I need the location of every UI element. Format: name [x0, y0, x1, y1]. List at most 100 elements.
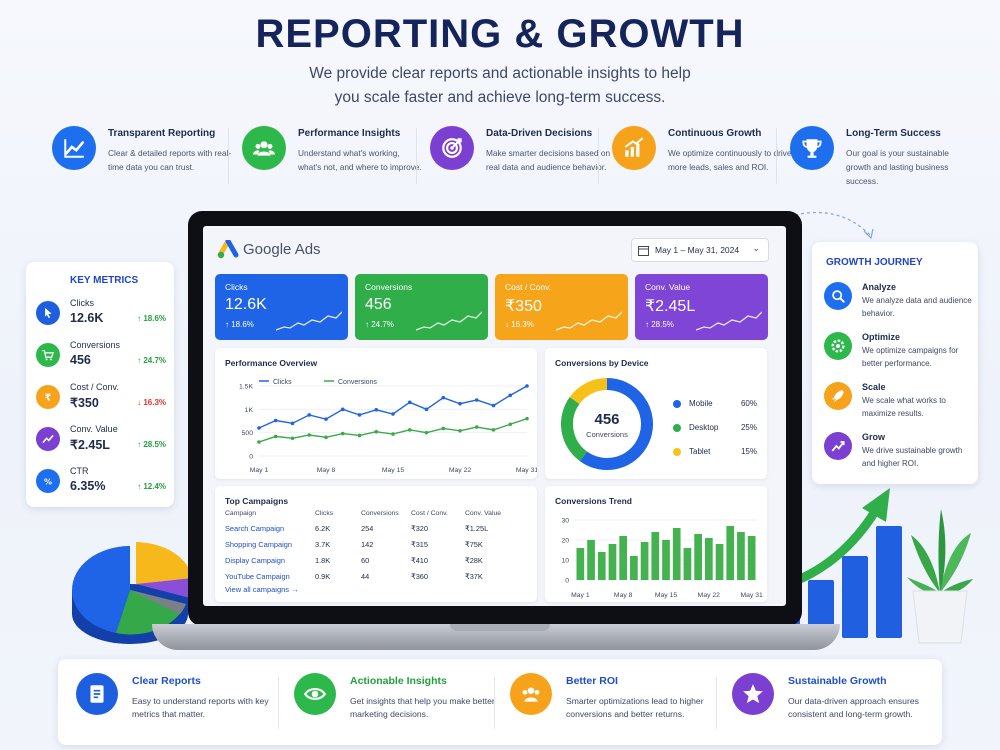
pie-3d-decoration: [71, 542, 193, 644]
benefit-desc: Smarter optimizations lead to higher con…: [566, 696, 704, 719]
metric-card-value: ₹350: [505, 298, 542, 315]
growth-step-desc: We analyze data and audience behavior.: [862, 296, 972, 318]
metric-card[interactable]: Conversions 456 ↑ 24.7%: [355, 274, 488, 340]
key-metrics-card: KEY METRICS Clicks 12.6K ↑ 18.6% Conversion…: [26, 262, 174, 507]
trend-bar: [672, 528, 681, 580]
x-tick-label: May 31: [516, 467, 537, 474]
growth-step: Analyze We analyze data and audience beha…: [824, 282, 974, 328]
key-metric-value: 456: [70, 353, 91, 367]
growth-step-title: Grow: [862, 432, 886, 442]
growth-step-title: Scale: [862, 382, 886, 392]
benefit-item: Sustainable Growth Our data-driven approa…: [732, 673, 942, 737]
key-metric-label: CTR: [70, 466, 89, 476]
device-legend-item: Desktop 25%: [673, 422, 757, 434]
growth-step-icon: [824, 332, 852, 360]
feature-3: Data-Driven Decisions Make smarter decisi…: [430, 126, 615, 188]
view-all-campaigns-link[interactable]: View all campaigns →: [225, 585, 299, 594]
x-tick-label: May 22: [449, 467, 472, 474]
y-tick-label: 500: [242, 430, 254, 437]
table-header-cell: Clicks: [315, 510, 334, 517]
data-point: [441, 395, 446, 400]
metric-sparkline: [416, 311, 482, 331]
campaign-name-link[interactable]: Search Campaign: [225, 524, 285, 533]
performance-line-chart: Clicks Conversions 1.5K 1K 500 0 May 1 May 8 May…: [239, 379, 537, 474]
trend-bar: [608, 544, 617, 580]
table-cell: ₹1.25L: [465, 524, 489, 533]
cart-icon: [42, 349, 54, 361]
data-point: [307, 433, 312, 437]
metric-card[interactable]: Cost / Conv. ₹350 ↓ 16.3%: [495, 274, 628, 340]
chart-icon: [42, 434, 54, 444]
legend-dot: [673, 448, 681, 456]
data-point: [273, 434, 278, 439]
table-cell: 3.7K: [315, 540, 331, 549]
benefit-divider: [494, 677, 495, 729]
key-metric-row: Clicks 12.6K ↑ 18.6%: [34, 298, 166, 336]
data-point: [357, 413, 362, 417]
data-point: [340, 407, 345, 412]
benefit-icon-circle: [510, 673, 552, 715]
legend-dot: [673, 424, 681, 432]
laptop-notch: [450, 624, 550, 631]
campaign-name-link[interactable]: Shopping Campaign: [225, 540, 292, 549]
data-point: [491, 403, 496, 408]
feature-4: Continuous Growth We optimize continuousl…: [612, 126, 797, 188]
growth-step-desc: We optimize campaigns for better perform…: [862, 346, 959, 368]
device-label: Desktop: [689, 423, 719, 432]
growth-step-icon: [824, 282, 852, 310]
metric-card-change: ↑ 18.6%: [225, 320, 254, 329]
table-cell: 60: [361, 556, 370, 565]
campaign-name-link[interactable]: Display Campaign: [225, 556, 285, 565]
data-point: [458, 401, 462, 406]
growth-journey-card: GROWTH JOURNEY Analyze We analyze data an…: [812, 242, 978, 484]
data-point: [257, 440, 261, 444]
table-header-cell: Conversions: [361, 510, 399, 517]
key-metric-value: 6.35%: [70, 479, 106, 493]
table-cell: 142: [361, 540, 374, 549]
table-cell: ₹315: [411, 540, 429, 549]
x-tick-label: May 15: [382, 467, 405, 474]
data-point: [273, 418, 278, 423]
donut-slice-mobile: [579, 378, 653, 470]
metric-card-change: ↓ 16.3%: [505, 320, 534, 329]
metric-card[interactable]: Clicks 12.6K ↑ 18.6%: [215, 274, 348, 340]
metric-card-value: 12.6K: [225, 296, 267, 313]
eye-icon: [303, 688, 327, 700]
table-cell: 254: [361, 524, 374, 533]
conversions-trend-panel: Conversions Trend 30 20 10 0 May 1 May 8 May 1…: [545, 486, 767, 602]
benefit-divider: [278, 677, 279, 729]
benefit-icon-circle: [76, 673, 118, 715]
trend-bar: [640, 542, 649, 580]
feature-title: Data-Driven Decisions: [486, 128, 593, 139]
key-metric-label: Conversions: [70, 340, 121, 350]
page-subtitle: We provide clear reports and actionable …: [309, 65, 691, 106]
performance-overview-title: Performance Overview: [225, 358, 318, 368]
data-point: [525, 416, 529, 421]
key-metric-row: Conversions 456 ↑ 24.7%: [34, 340, 166, 378]
y-tick-label: 30: [561, 518, 569, 525]
feature-title: Long-Term Success: [846, 128, 941, 139]
benefit-icon-circle: [294, 673, 336, 715]
donut-slice-tablet: [569, 378, 608, 405]
conversions-trend-title: Conversions Trend: [555, 496, 632, 506]
percent-icon: %: [44, 477, 52, 486]
legend-label: Conversions: [338, 379, 377, 386]
feature-divider: [776, 128, 777, 184]
date-range-picker[interactable]: May 1 – May 31, 2024 ⌄: [631, 238, 769, 262]
top-campaigns-panel: Top Campaigns Campaign Clicks Conversions C…: [215, 486, 537, 602]
metric-card-label: Conv. Value: [645, 282, 691, 292]
x-tick-label: May 1: [250, 467, 269, 474]
metric-card[interactable]: Conv. Value ₹2.45L ↑ 28.5%: [635, 274, 768, 340]
table-cell: ₹320: [411, 524, 429, 533]
users-icon: [253, 141, 275, 156]
device-label: Tablet: [689, 447, 711, 456]
metric-card-label: Clicks: [225, 282, 248, 292]
benefit-divider: [716, 677, 717, 729]
dashboard-screen: Google Ads May 1 – May 31, 2024 ⌄ Clicks…: [203, 226, 786, 606]
campaign-name-link[interactable]: YouTube Campaign: [225, 572, 290, 581]
feature-title: Continuous Growth: [668, 128, 762, 139]
data-point: [441, 426, 446, 431]
key-metric-icon: %: [36, 469, 60, 493]
gear-icon: [831, 339, 845, 353]
